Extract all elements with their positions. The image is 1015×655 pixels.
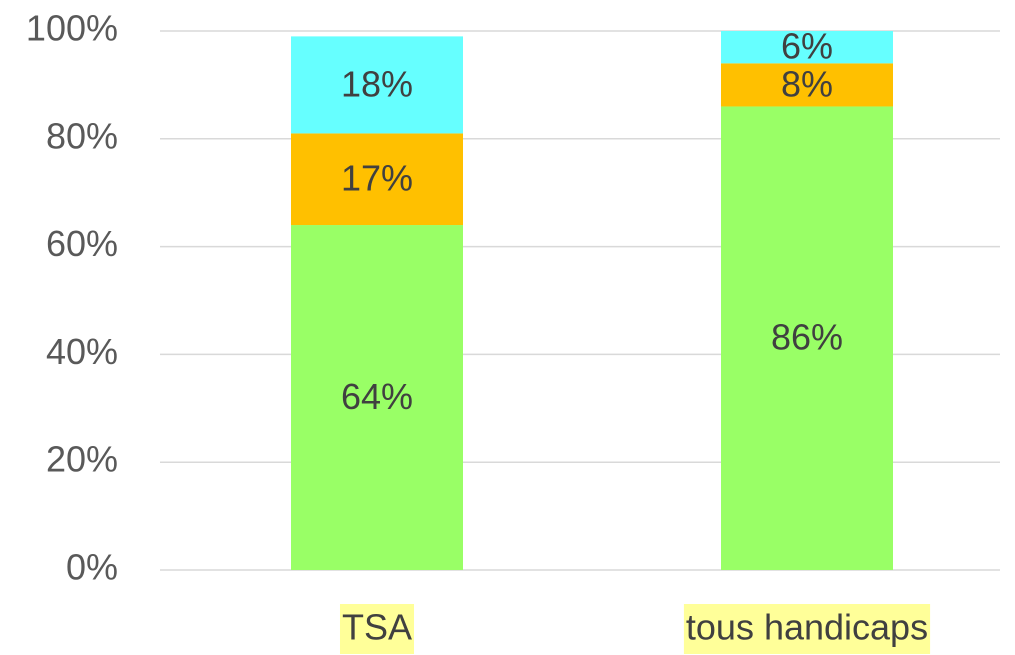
bar-segment xyxy=(721,106,893,571)
y-tick-label: 60% xyxy=(46,223,118,264)
label-highlight xyxy=(683,604,931,654)
data-label: 8% xyxy=(781,63,833,104)
bar-segment xyxy=(721,31,893,64)
data-label: 17% xyxy=(341,158,413,199)
bar-segment xyxy=(291,225,463,571)
data-label: 64% xyxy=(341,376,413,417)
label-highlight xyxy=(339,604,415,654)
y-tick-label: 40% xyxy=(46,331,118,372)
data-label: 86% xyxy=(771,317,843,358)
bar-segment xyxy=(721,63,893,107)
y-tick-label: 80% xyxy=(46,115,118,156)
x-tick-label: tous handicaps xyxy=(686,607,928,648)
data-label: 18% xyxy=(341,63,413,104)
data-label: 6% xyxy=(781,26,833,67)
x-tick-label: TSA xyxy=(342,607,412,648)
bar-segment xyxy=(291,133,463,226)
y-tick-label: 20% xyxy=(46,439,118,480)
y-tick-label: 0% xyxy=(66,547,118,588)
bar-segment xyxy=(291,36,463,134)
y-tick-label: 100% xyxy=(26,8,118,49)
